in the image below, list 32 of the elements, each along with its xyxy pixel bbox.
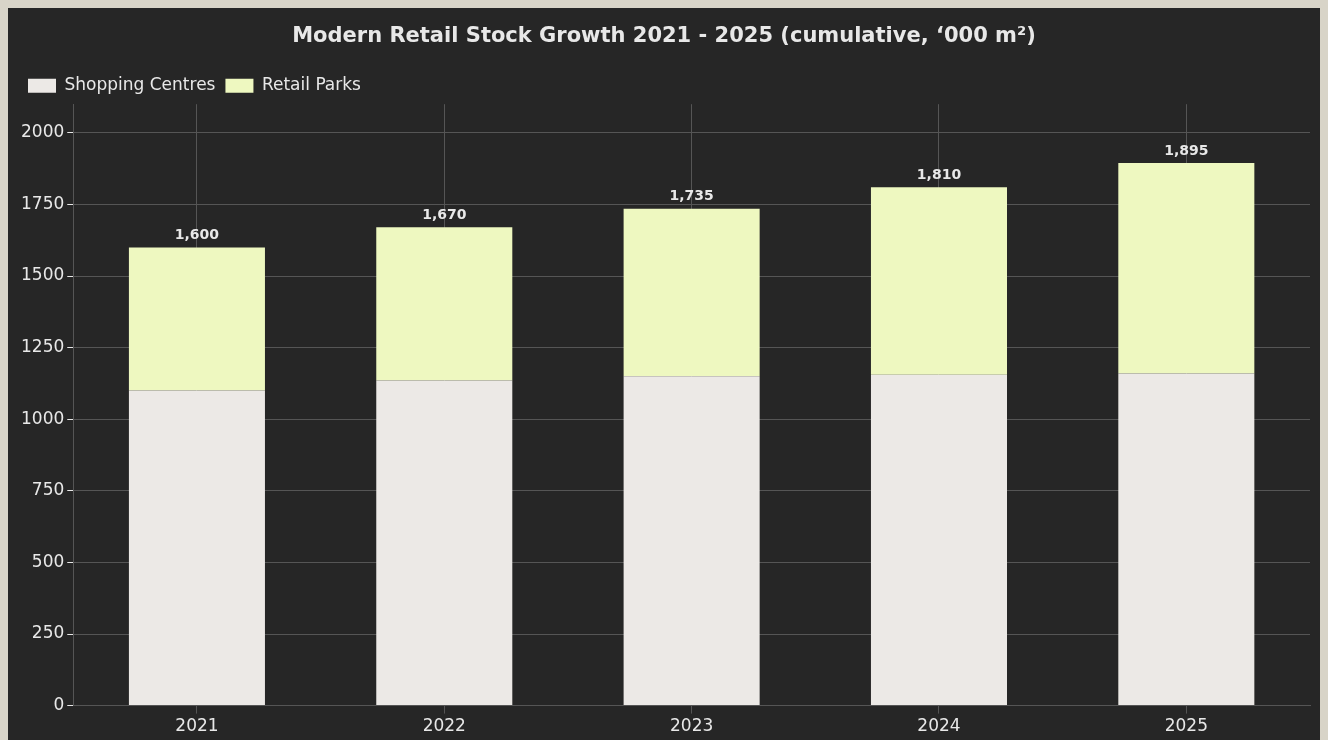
bar [870, 374, 1007, 706]
y-tick-label: 2000 [21, 121, 65, 142]
y-tick-label: 1000 [21, 407, 65, 428]
bar [376, 380, 513, 706]
y-tick-label: 1750 [21, 192, 65, 213]
x-tick-label: 2025 [1164, 715, 1208, 736]
bar [1118, 373, 1255, 706]
y-tick-label: 750 [31, 479, 65, 500]
bar [128, 247, 265, 391]
bar [376, 227, 513, 381]
x-tick-label: 2021 [175, 715, 219, 736]
legend-label: Shopping Centres [64, 74, 216, 95]
chart-title: Modern Retail Stock Growth 2021 - 2025 (cumulative, ‘000 m²) [292, 23, 1036, 48]
x-tick-label: 2022 [422, 715, 466, 736]
bar [1118, 162, 1255, 374]
bar [623, 376, 760, 706]
total-label: 1,670 [422, 205, 467, 222]
y-tick-label: 0 [53, 694, 65, 715]
bar [870, 187, 1007, 375]
y-tick-label: 250 [31, 622, 65, 643]
bar [623, 208, 760, 377]
total-label: 1,735 [669, 187, 714, 204]
legend-label: Retail Parks [261, 74, 362, 95]
x-tick-label: 2023 [670, 715, 714, 736]
x-tick-label: 2024 [917, 715, 961, 736]
y-tick-label: 500 [31, 550, 65, 571]
y-tick-label: 1250 [21, 336, 65, 357]
y-tick-label: 1500 [21, 264, 65, 285]
total-label: 1,810 [916, 165, 962, 182]
bar [128, 390, 265, 706]
total-label: 1,600 [174, 226, 220, 243]
total-label: 1,895 [1164, 141, 1209, 158]
